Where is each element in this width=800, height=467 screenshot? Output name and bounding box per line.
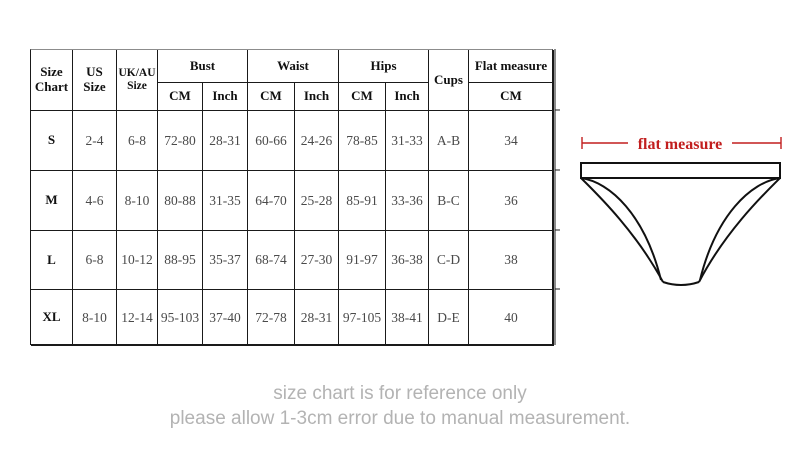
svg-text:flat measure: flat measure — [638, 136, 723, 153]
